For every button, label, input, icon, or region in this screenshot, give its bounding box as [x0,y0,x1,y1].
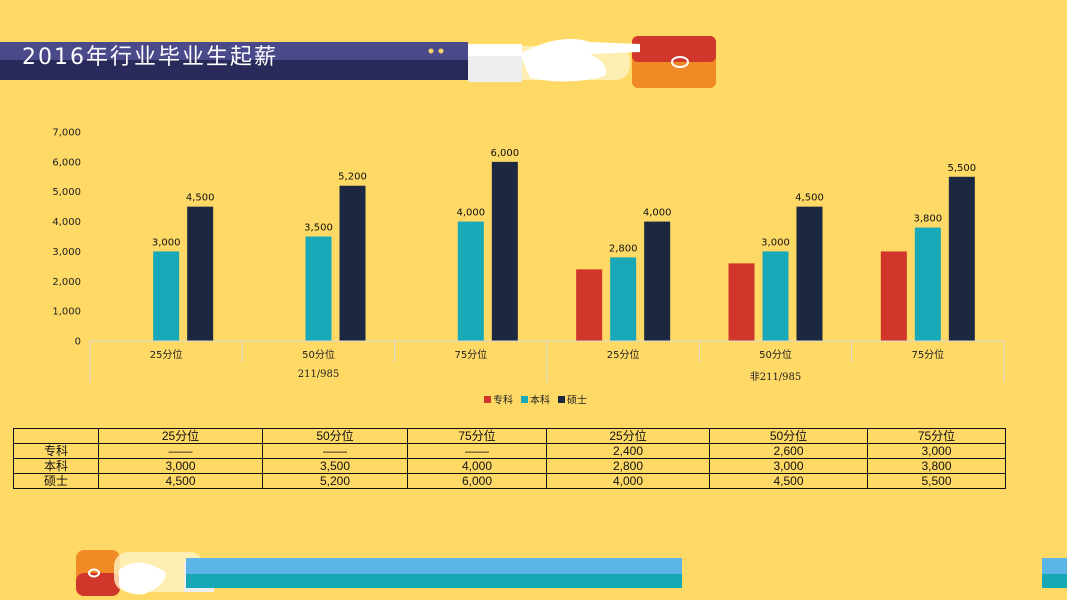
table-cell: 6,000 [407,473,547,489]
bar [914,227,941,341]
data-label: 6,000 [491,148,520,159]
table-cell: 3,500 [262,458,408,474]
bar [644,221,671,341]
page-title: 2016年行业毕业生起薪 [22,45,278,70]
table-cell: —— [407,443,547,459]
table-cell: 75分位 [407,428,547,444]
data-label: 3,000 [152,237,181,248]
table-cell: 3,800 [867,458,1006,474]
bar [305,236,332,341]
bar [457,221,484,341]
bar [610,257,637,341]
legend-label: 硕士 [567,394,587,407]
y-tick-label: 0 [75,337,81,348]
table-cell: 5,200 [262,473,408,489]
table-row: 本科 3,000 3,500 4,000 2,800 3,000 3,800 [13,458,1006,474]
hand-tag-illustration [468,36,716,88]
table-cell: 3,000 [98,458,263,474]
table-cell: 3,000 [709,458,868,474]
table-cell: 5,500 [867,473,1006,489]
table-cell: 2,400 [546,443,710,459]
y-tick-label: 4,000 [52,217,81,228]
table-row: 专科 —— —— —— 2,400 2,600 3,000 [13,443,1006,459]
bar [948,176,975,341]
legend-label: 本科 [530,394,550,407]
x-tick-label: 25分位 [150,348,183,361]
y-tick-label: 1,000 [52,307,81,318]
bottom-banner-right [1042,558,1067,588]
bar [576,269,603,341]
bar [728,263,755,341]
bar [762,251,789,341]
table-cell: 25分位 [546,428,710,444]
table-cell: 2,800 [546,458,710,474]
x-tick-label: 75分位 [911,348,944,361]
data-label: 3,000 [761,237,790,248]
data-label: 5,200 [338,172,367,183]
table-cell: 2,600 [709,443,868,459]
data-label: 5,500 [948,163,977,174]
table-cell: 50分位 [262,428,408,444]
bar [339,185,366,341]
legend-swatch [558,396,565,403]
table-cell: 专科 [13,443,99,459]
table-cell: —— [262,443,408,459]
y-axis: 0 1,000 2,000 3,000 4,000 5,000 6,000 7,000 [52,128,81,348]
salary-chart: 0 1,000 2,000 3,000 4,000 5,000 6,000 7,000 3,0… [52,128,1005,407]
y-tick-label: 3,000 [52,247,81,258]
table-cell: 本科 [13,458,99,474]
title-banner [0,42,468,80]
table-cell: 硕士 [13,473,99,489]
x-axis: 25分位 50分位 75分位 25分位 50分位 75分位 211/985 非211/985 [89,340,1005,383]
x-tick-label: 50分位 [302,348,335,361]
data-label: 4,500 [186,193,215,204]
bar [153,251,180,341]
data-label: 4,500 [795,193,824,204]
data-label: 4,000 [643,208,672,219]
x-tick-label: 75分位 [454,348,487,361]
legend-label: 专科 [493,394,513,407]
table-cell: 4,500 [709,473,868,489]
legend: 专科 本科 硕士 [484,394,587,407]
y-tick-label: 5,000 [52,187,81,198]
legend-swatch [484,396,491,403]
table-cell: 50分位 [709,428,868,444]
table-cell: 4,000 [407,458,547,474]
bottom-banner [186,558,682,588]
table-cell: 25分位 [98,428,263,444]
bars: 3,000 4,500 3,500 5,200 4,000 6,000 2,800 4,000… [152,148,976,341]
y-tick-label: 2,000 [52,277,81,288]
table-cell: —— [98,443,263,459]
x-tick-label: 50分位 [759,348,792,361]
bar [187,206,214,341]
bar [491,161,518,341]
bar [796,206,823,341]
x-group-label: 211/985 [298,369,340,380]
data-label: 4,000 [457,208,486,219]
table-header-row: 25分位 50分位 75分位 25分位 50分位 75分位 [13,428,1006,444]
x-tick-label: 25分位 [607,348,640,361]
table-cell: 3,000 [867,443,1006,459]
x-group-label: 非211/985 [750,371,802,383]
y-tick-label: 6,000 [52,157,81,168]
legend-swatch [521,396,528,403]
data-label: 3,800 [914,214,943,225]
table-cell: 75分位 [867,428,1006,444]
y-tick-label: 7,000 [52,128,81,139]
data-label: 3,500 [304,223,333,234]
table-cell [13,428,99,444]
table-row: 硕士 4,500 5,200 6,000 4,000 4,500 5,500 [13,473,1006,489]
table-cell: 4,500 [98,473,263,489]
bar [880,251,907,341]
data-label: 2,800 [609,243,638,254]
data-table: 25分位 50分位 75分位 25分位 50分位 75分位 专科 —— —— —… [13,428,1006,489]
table-cell: 4,000 [546,473,710,489]
